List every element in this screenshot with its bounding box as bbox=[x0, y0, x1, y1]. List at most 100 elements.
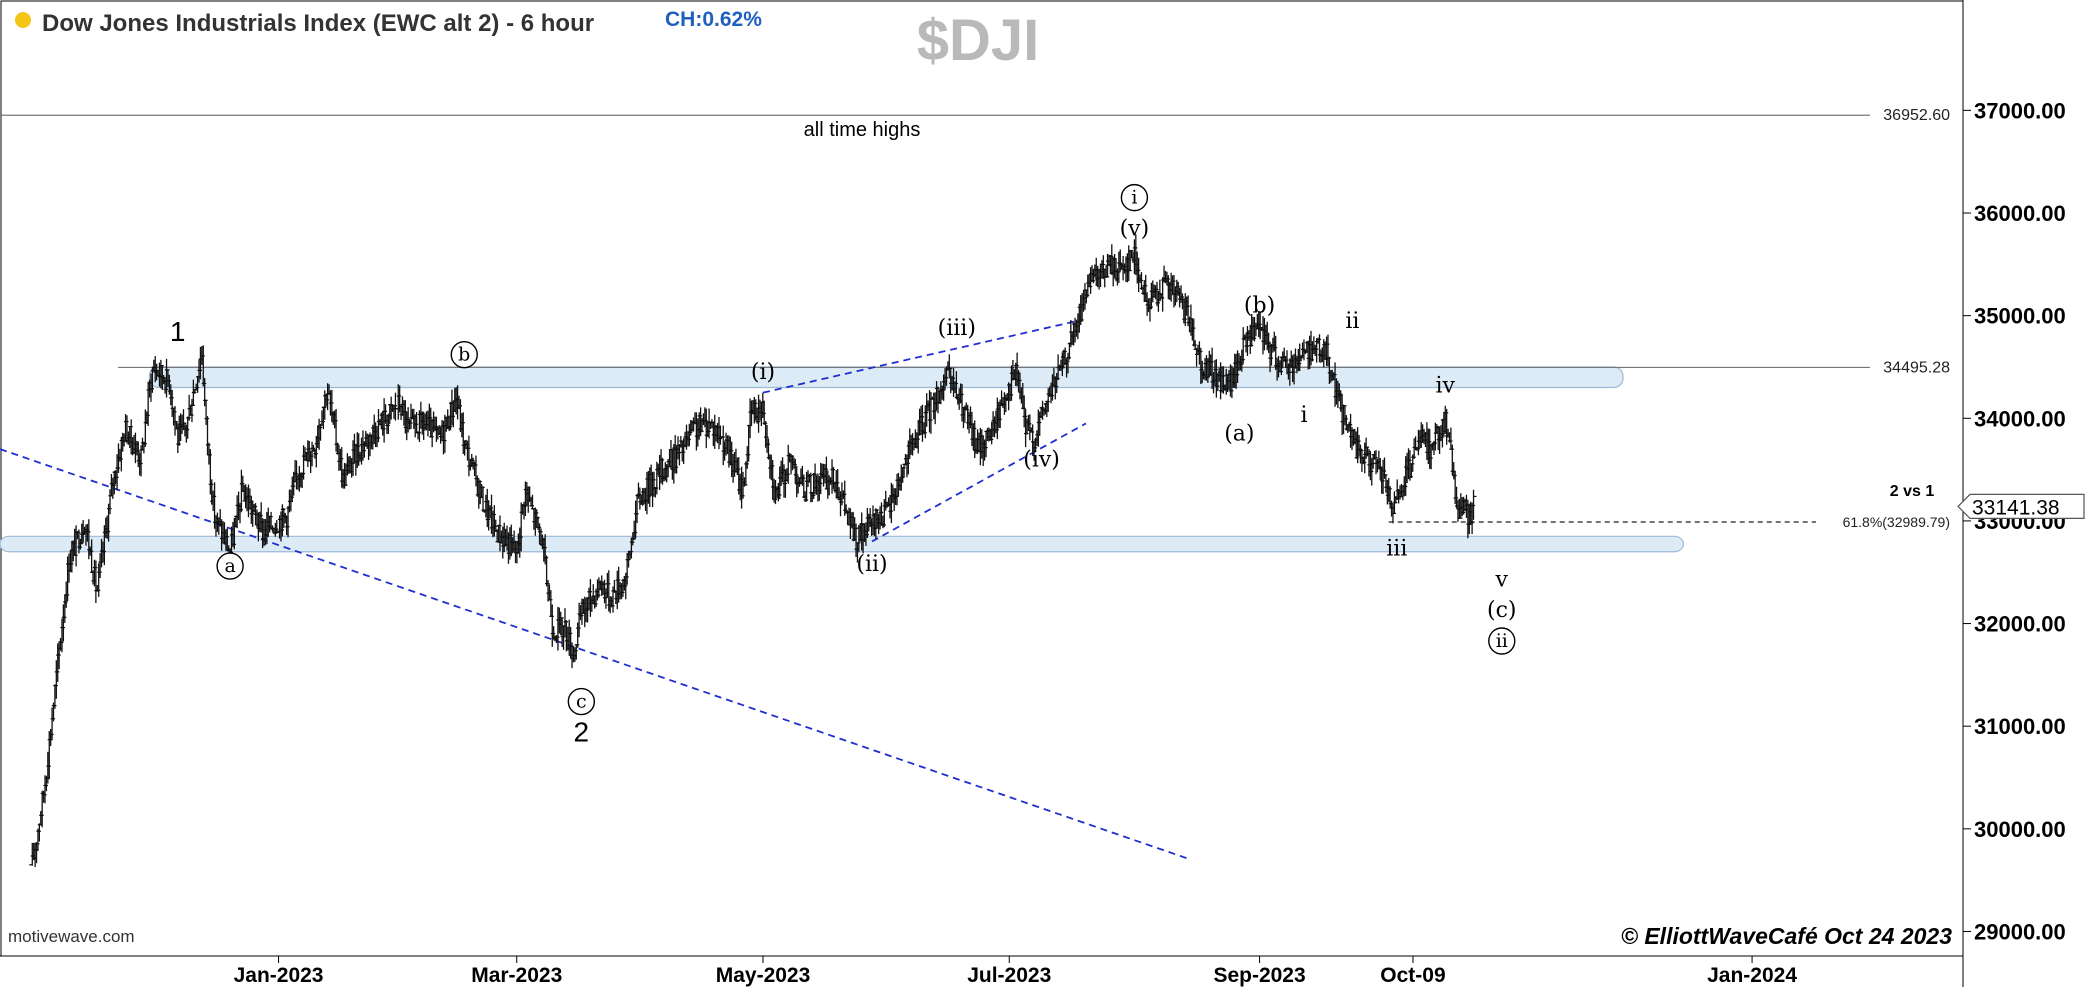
price-bars-layer bbox=[29, 234, 1477, 868]
price-bar bbox=[930, 392, 937, 420]
price-bar bbox=[961, 405, 968, 423]
price-bar bbox=[1022, 409, 1029, 448]
chart-annotation: 2 vs 1 bbox=[1890, 483, 1935, 500]
price-bar bbox=[730, 453, 737, 483]
price-bar bbox=[576, 602, 583, 638]
price-bar bbox=[207, 449, 214, 495]
price-bar bbox=[446, 415, 453, 432]
price-bar bbox=[1399, 485, 1406, 501]
price-bar bbox=[642, 487, 649, 511]
price-bar bbox=[547, 590, 554, 617]
wave-label: (b) bbox=[1244, 293, 1275, 318]
price-bar bbox=[487, 505, 494, 519]
price-bar bbox=[560, 625, 567, 650]
price-bar bbox=[491, 505, 498, 537]
price-bar bbox=[735, 457, 742, 495]
price-bar bbox=[833, 469, 840, 499]
price-bar bbox=[474, 475, 481, 497]
reference-level-note: all time highs bbox=[804, 119, 921, 141]
price-bar bbox=[1135, 257, 1142, 293]
price-bar bbox=[1272, 335, 1279, 370]
price-bar bbox=[710, 421, 717, 446]
price-bar bbox=[1382, 474, 1389, 493]
price-bar bbox=[95, 563, 102, 597]
wave-label: (v) bbox=[1120, 216, 1150, 241]
price-bar bbox=[714, 422, 721, 444]
price-bar bbox=[888, 482, 895, 524]
price-bar bbox=[790, 457, 797, 469]
price-bar bbox=[744, 446, 751, 469]
price-bar bbox=[881, 499, 888, 528]
price-bar bbox=[1456, 498, 1463, 519]
price-bar bbox=[837, 491, 844, 517]
price-bar bbox=[39, 790, 46, 828]
price-bar bbox=[772, 480, 779, 505]
price-bar bbox=[646, 467, 653, 508]
time-tick-label: Oct-09 bbox=[1380, 964, 1445, 987]
price-bar bbox=[686, 423, 693, 447]
change-readout: CH:0.62% bbox=[665, 8, 762, 31]
price-bar bbox=[1077, 295, 1084, 326]
price-bar bbox=[1089, 265, 1096, 283]
reference-level-label: 34495.28 bbox=[1883, 359, 1950, 376]
price-bar bbox=[607, 596, 614, 614]
price-bar bbox=[239, 475, 246, 493]
price-bar bbox=[676, 443, 683, 466]
price-bar bbox=[97, 553, 104, 579]
price-bar bbox=[188, 398, 195, 423]
price-bar bbox=[429, 419, 436, 448]
price-bar bbox=[1453, 486, 1460, 509]
price-bar bbox=[1196, 341, 1203, 365]
price-bar bbox=[785, 444, 792, 484]
price-bar bbox=[1371, 450, 1378, 460]
price-bar bbox=[769, 459, 776, 500]
price-bar bbox=[177, 413, 184, 442]
price-bar bbox=[1097, 263, 1104, 288]
price-bar bbox=[1265, 332, 1272, 353]
price-bar bbox=[170, 407, 177, 426]
price-bar bbox=[554, 606, 561, 651]
price-bar bbox=[812, 463, 819, 495]
price-bar bbox=[1339, 393, 1346, 436]
price-bar bbox=[564, 626, 571, 651]
price-bar bbox=[448, 389, 455, 426]
price-bar bbox=[1421, 429, 1428, 445]
price-bar bbox=[1380, 459, 1387, 495]
price-bar bbox=[179, 414, 186, 434]
price-bar bbox=[37, 811, 44, 826]
price-bar bbox=[464, 441, 471, 461]
price-bar bbox=[1363, 437, 1370, 459]
price-bar bbox=[700, 413, 707, 426]
price-bar bbox=[123, 415, 130, 444]
price-bar bbox=[249, 500, 256, 527]
price-bar bbox=[1450, 462, 1457, 480]
price-bar bbox=[67, 549, 74, 573]
price-bar bbox=[379, 410, 386, 436]
price-bar bbox=[826, 475, 833, 496]
price-bar bbox=[549, 604, 556, 647]
price-bar bbox=[1026, 414, 1033, 441]
price-tick-label: 36000.00 bbox=[1974, 201, 2066, 226]
price-bar bbox=[1131, 239, 1138, 275]
price-bar bbox=[715, 416, 722, 450]
price-bar bbox=[46, 731, 53, 780]
price-bar bbox=[747, 398, 754, 439]
price-bar bbox=[460, 412, 467, 455]
wave-label: i bbox=[1300, 403, 1307, 428]
price-bar bbox=[645, 471, 652, 504]
price-bar bbox=[116, 448, 123, 462]
price-bar bbox=[643, 471, 650, 515]
price-bar bbox=[776, 466, 783, 500]
price-bar bbox=[480, 486, 487, 513]
price-bar bbox=[1367, 450, 1374, 481]
price-bar bbox=[745, 424, 752, 462]
price-bar bbox=[595, 577, 602, 598]
price-bar bbox=[634, 494, 641, 524]
price-bar bbox=[611, 579, 618, 593]
price-bar bbox=[1392, 496, 1399, 504]
price-bar bbox=[886, 495, 893, 519]
price-bar bbox=[1271, 331, 1278, 352]
price-bar bbox=[1018, 387, 1025, 404]
price-bar bbox=[703, 408, 710, 449]
price-bar bbox=[335, 444, 342, 471]
